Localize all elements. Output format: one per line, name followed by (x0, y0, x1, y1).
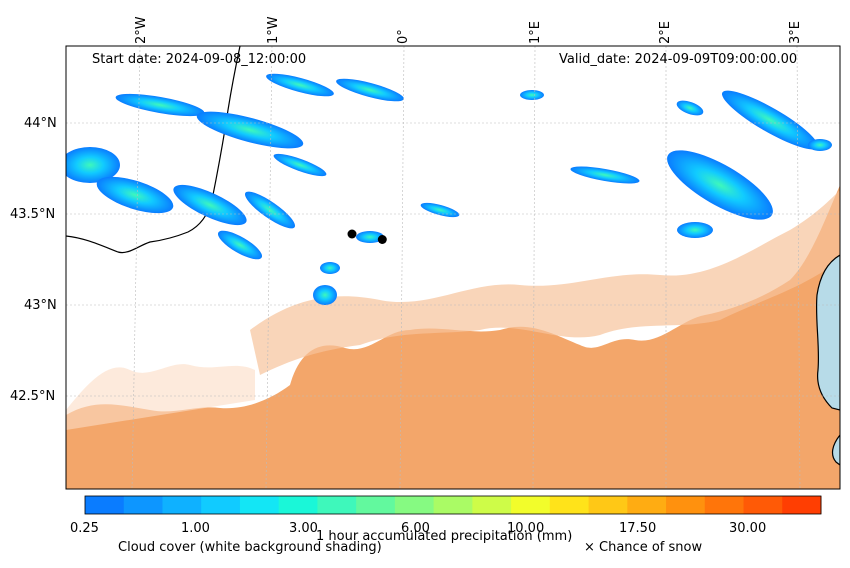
lon-label-1w: 1°W (266, 16, 281, 44)
colorbar-segment (782, 496, 822, 514)
start-date-label: Start date: 2024-09-08_12:00:00 (92, 52, 307, 67)
colorbar-segment (704, 496, 745, 514)
colorbar (85, 496, 822, 514)
colorbar-tick-4: 10.00 (507, 521, 545, 536)
colorbar-frame (84, 495, 822, 515)
colorbar-segment (239, 496, 280, 514)
precipitation-field (66, 73, 832, 305)
colorbar-segment (511, 496, 551, 514)
colorbar-segment (433, 496, 473, 514)
colorbar-segment (356, 496, 396, 514)
colorbar-segment (588, 496, 628, 514)
lat-label-42-5: 42.5°N (10, 389, 56, 404)
colorbar-segment (85, 496, 125, 514)
colorbar-tick-5: 17.50 (619, 521, 657, 536)
sea-lower (831, 434, 840, 466)
lon-label-3e: 3°E (788, 21, 803, 44)
valid-date-label: Valid_date: 2024-09-09T09:00:00.00 (559, 52, 798, 67)
cloud-cover-light (250, 190, 840, 375)
atlantic-coastline (66, 46, 241, 254)
colorbar-title: 1 hour accumulated precipitation (mm) (316, 529, 573, 544)
lat-label-43: 43°N (24, 298, 57, 313)
colorbar-segment (472, 496, 512, 514)
colorbar-segment (549, 496, 590, 514)
snow-legend: × Chance of snow (584, 540, 703, 555)
colorbar-segment (201, 496, 241, 514)
lat-label-44: 44°N (24, 116, 57, 131)
map-frame (65, 45, 841, 490)
marker-1 (347, 229, 357, 239)
colorbar-tick-0: 0.25 (70, 521, 99, 536)
cloud-cover-light-left (66, 364, 255, 430)
colorbar-segment (743, 496, 783, 514)
colorbar-segment (666, 496, 706, 514)
marker-2 (377, 235, 387, 244)
mediterranean-sea (815, 254, 840, 411)
colorbar-segment (317, 496, 357, 514)
colorbar-segment (162, 496, 202, 514)
colorbar-segment (123, 496, 163, 514)
colorbar-tick-2: 3.00 (289, 521, 318, 536)
colorbar-segment (394, 496, 435, 514)
lat-label-43-5: 43.5°N (10, 207, 56, 222)
cloud-cover-legend: Cloud cover (white background shading) (118, 540, 382, 555)
lon-label-0: 0° (396, 29, 411, 44)
colorbar-tick-6: 30.00 (729, 521, 767, 536)
graticule (66, 46, 840, 489)
colorbar-tick-3: 6.00 (401, 521, 430, 536)
lon-label-1e: 1°E (528, 21, 543, 44)
colorbar-segment (278, 496, 318, 514)
markers-layer (347, 229, 387, 244)
lon-label-2e: 2°E (658, 21, 673, 44)
colorbar-segment (627, 496, 667, 514)
cloud-cover-area (66, 185, 840, 489)
lon-label-2w: 2°W (134, 16, 149, 44)
colorbar-tick-1: 1.00 (181, 521, 210, 536)
